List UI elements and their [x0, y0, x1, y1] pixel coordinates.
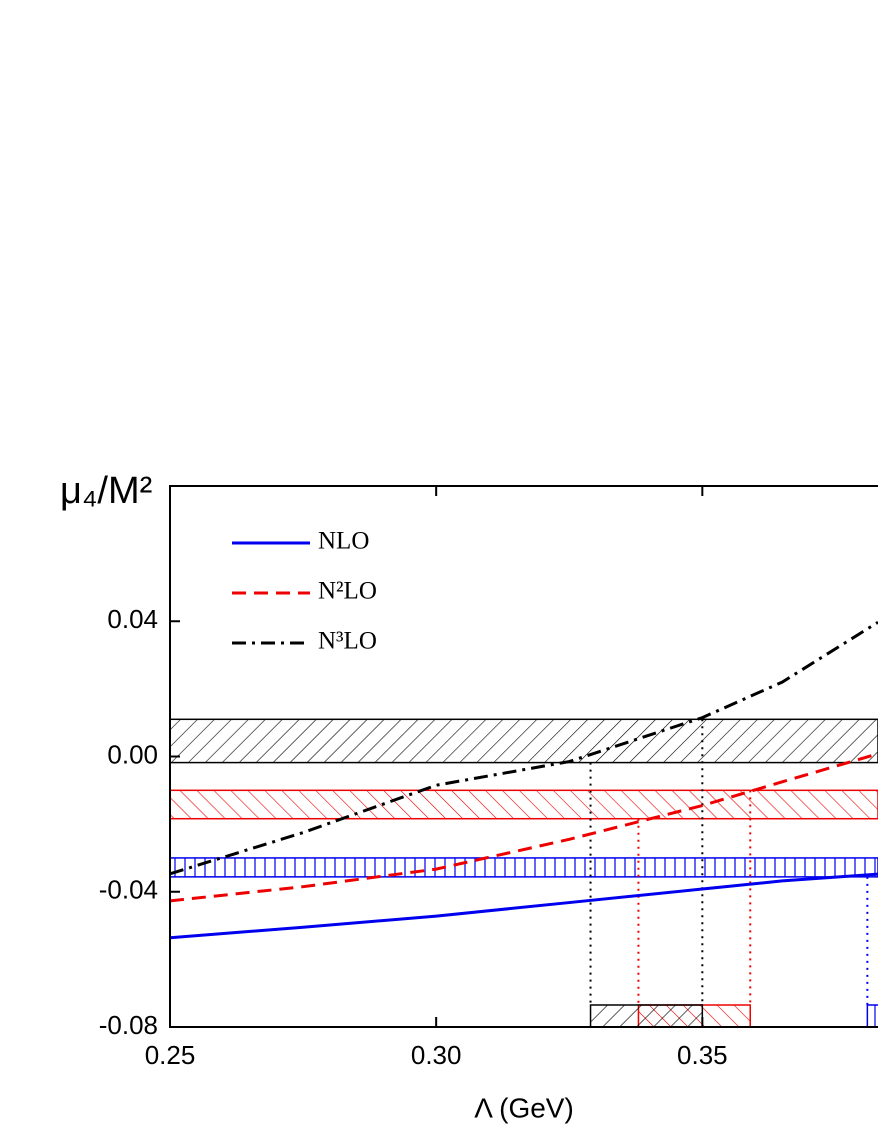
x-tick-label: 0.30: [411, 1040, 462, 1070]
series-line: [170, 620, 878, 876]
x-axis-label: Λ (GeV): [474, 1092, 574, 1123]
band: [170, 857, 878, 878]
y-tick-label: -0.04: [99, 875, 158, 905]
y-tick-label: 0.04: [107, 604, 158, 634]
band: [170, 789, 878, 820]
series-line: [170, 752, 878, 903]
legend-label: NLO: [318, 528, 369, 555]
y-axis-label: μ₄/M²: [60, 470, 152, 512]
legend-label: N³LO: [318, 628, 377, 655]
x-tick-label: 0.25: [145, 1040, 196, 1070]
legend-label: N²LO: [318, 578, 377, 605]
x-tick-label: 0.35: [677, 1040, 728, 1070]
y-tick-label: 0.00: [107, 739, 158, 769]
crossing-box: [866, 1004, 878, 1027]
series-line: [170, 872, 878, 940]
crossing-box: [589, 1004, 704, 1027]
band: [170, 718, 878, 764]
plot-area: [170, 620, 878, 1027]
y-tick-label: -0.08: [99, 1010, 158, 1040]
